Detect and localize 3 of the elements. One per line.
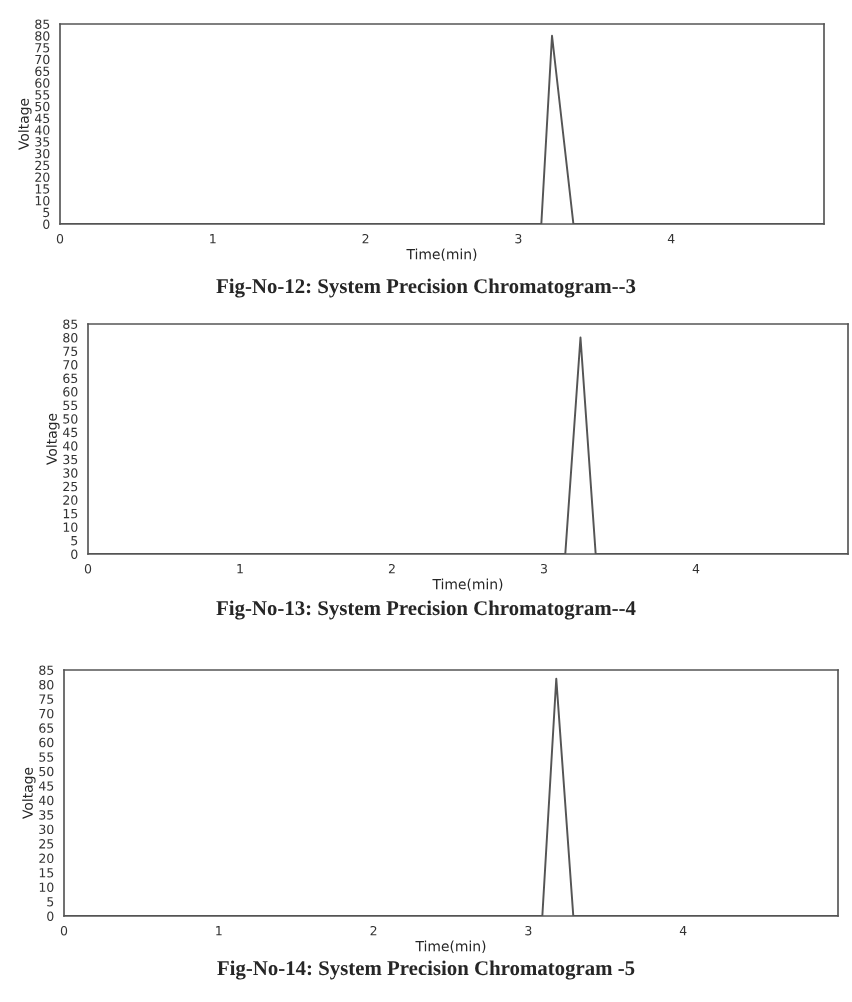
text: Fig-No-12: System Precision Chromatogram--3 bbox=[216, 278, 636, 298]
text: Fig-No-14: System Precision Chromatogram -5 bbox=[217, 960, 635, 980]
text: Fig-No-13: System Precision Chromatogram--4 bbox=[216, 600, 636, 620]
